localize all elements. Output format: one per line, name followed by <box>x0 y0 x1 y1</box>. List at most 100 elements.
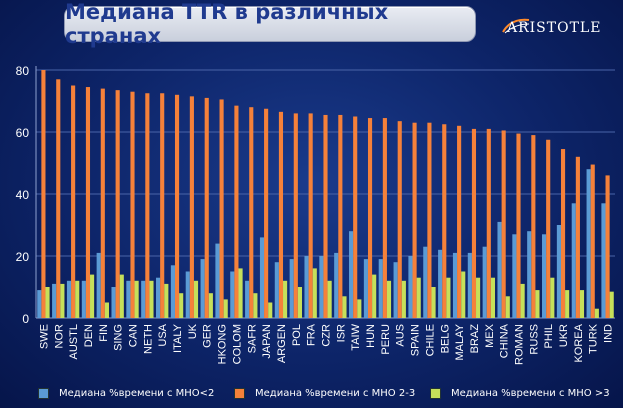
bar <box>75 280 80 318</box>
x-tick-label: FRA <box>306 323 318 346</box>
x-tick-label: UKR <box>558 324 570 347</box>
bar <box>297 287 302 318</box>
bar <box>452 252 458 318</box>
bar <box>164 283 169 318</box>
bar <box>268 302 273 318</box>
x-tick-label: AUS <box>395 324 407 347</box>
bar <box>223 299 228 318</box>
bar <box>100 88 105 318</box>
bar <box>204 97 209 319</box>
bar <box>605 175 610 318</box>
x-tick-label: CHILE <box>424 324 436 356</box>
x-tick-label: IND <box>603 324 615 343</box>
bar <box>319 256 324 318</box>
bar <box>342 296 347 318</box>
bar <box>571 203 576 318</box>
bar <box>542 234 547 318</box>
bar <box>193 280 199 318</box>
bar <box>505 296 510 318</box>
x-tick-label: USA <box>157 323 169 346</box>
x-tick-label: POL <box>291 324 303 346</box>
x-tick-label: ITALY <box>172 323 184 353</box>
bar <box>594 308 599 318</box>
x-tick-label: HUN <box>365 324 377 348</box>
bar <box>312 268 317 318</box>
legend-swatch-series2 <box>234 388 245 399</box>
bar <box>476 277 481 318</box>
x-tick-label: MEX <box>484 323 496 348</box>
title-box: Медиана TTR в различных странах <box>64 0 476 48</box>
bar <box>401 280 406 318</box>
bar <box>130 91 135 318</box>
bar <box>41 70 46 318</box>
bar <box>264 108 269 318</box>
y-tick-label: 40 <box>16 188 30 202</box>
legend-swatch-series3 <box>430 388 441 399</box>
bar <box>334 252 339 318</box>
bar <box>609 291 614 318</box>
x-tick-label: TAIW <box>350 323 362 350</box>
y-tick-label: 20 <box>16 250 30 264</box>
x-tick-label: ISR <box>335 324 347 342</box>
bar <box>550 277 555 318</box>
x-tick-label: JAPAN <box>261 324 273 359</box>
bar <box>160 93 165 318</box>
bar <box>471 128 477 318</box>
bar <box>189 96 194 318</box>
bar <box>482 246 487 318</box>
x-tick-label: NOR <box>53 324 65 349</box>
legend-label-series1: Медиана %времени с МНО<2 <box>59 388 215 399</box>
bar <box>219 99 224 318</box>
x-tick-label: MALAY <box>454 323 466 360</box>
bar <box>516 133 521 318</box>
bar <box>308 113 313 319</box>
bar <box>71 85 76 318</box>
bar <box>245 280 250 318</box>
bar <box>357 299 362 318</box>
bar <box>527 231 532 318</box>
bar <box>565 290 570 318</box>
x-tick-label: BRAZ <box>469 324 481 354</box>
bar <box>283 280 288 318</box>
x-tick-label: ROMAN <box>514 324 526 365</box>
bar <box>590 164 595 318</box>
bar <box>304 256 309 318</box>
bar <box>115 90 120 319</box>
bar <box>274 262 279 318</box>
x-tick-label: DEN <box>83 324 95 347</box>
bar <box>259 237 265 318</box>
y-tick-label: 80 <box>16 64 30 78</box>
bar <box>126 280 131 318</box>
bar <box>349 231 354 318</box>
bar <box>149 280 154 318</box>
x-tick-label: SAFR <box>246 324 258 353</box>
x-tick-label: KOREA <box>573 323 585 362</box>
bar <box>461 271 466 318</box>
x-tick-label: PHIL <box>543 324 555 348</box>
bar <box>185 271 190 318</box>
bar <box>234 105 239 319</box>
bar <box>174 94 180 318</box>
bar <box>81 280 86 318</box>
bar <box>238 268 243 318</box>
legend-swatch-series1 <box>38 388 49 399</box>
legend-label-series2: Медиана %времени с МНО 2-3 <box>255 388 416 399</box>
bar <box>416 277 421 318</box>
bar <box>363 259 368 318</box>
bar <box>586 169 591 318</box>
bar <box>45 287 50 318</box>
bar <box>535 290 540 318</box>
x-tick-label: TURK <box>588 323 600 354</box>
bar <box>90 274 95 318</box>
x-tick-label: PERU <box>380 324 392 355</box>
bar <box>512 234 517 318</box>
bar <box>200 259 205 318</box>
bar <box>353 116 358 318</box>
legend-item-series2: Медиана %времени с МНО 2-3 <box>234 388 415 399</box>
x-tick-label: COLOM <box>231 324 243 364</box>
legend-item-series1: Медиана %времени с МНО<2 <box>38 388 214 399</box>
bar <box>397 121 402 319</box>
bar <box>119 274 124 318</box>
aristotle-logo: ARISTOTLE <box>495 10 623 44</box>
bar <box>230 271 235 318</box>
